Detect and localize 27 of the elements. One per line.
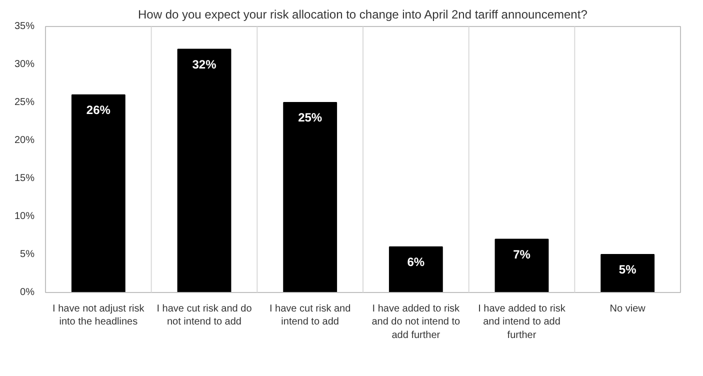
chart-title: How do you expect your risk allocation to change into April 2nd tariff announcement? [138,8,588,22]
bar [71,94,126,292]
bar [494,238,549,292]
bar [600,254,655,292]
y-tick-label: 15% [14,173,35,184]
x-tick-label: I have cut risk and do not intend to add [156,304,252,328]
y-tick-label: 20% [14,135,35,146]
y-tick-label: 10% [14,211,35,222]
x-tick-label: I have not adjust risk into the headlines [52,304,146,328]
y-tick-label: 35% [14,21,35,32]
y-tick-label: 30% [14,59,35,70]
y-tick-label: 5% [20,249,35,260]
data-label: 5% [618,262,637,276]
data-label: 26% [86,102,111,117]
data-label: 7% [513,247,531,262]
data-label: 32% [192,57,217,72]
y-tick-label: 0% [20,287,35,298]
y-tick-label: 25% [14,97,35,108]
data-label: 25% [298,110,322,124]
data-label: 6% [407,254,425,269]
bar [388,246,443,292]
bar [177,48,232,292]
x-tick-label: I have added to risk and do not intend to add further [372,304,461,341]
x-tick-label: No view [610,304,646,314]
bar [283,102,338,292]
x-tick-label: I have added to risk and intend to add further [478,304,566,341]
x-tick-label: I have cut risk and intend to add [270,304,351,328]
